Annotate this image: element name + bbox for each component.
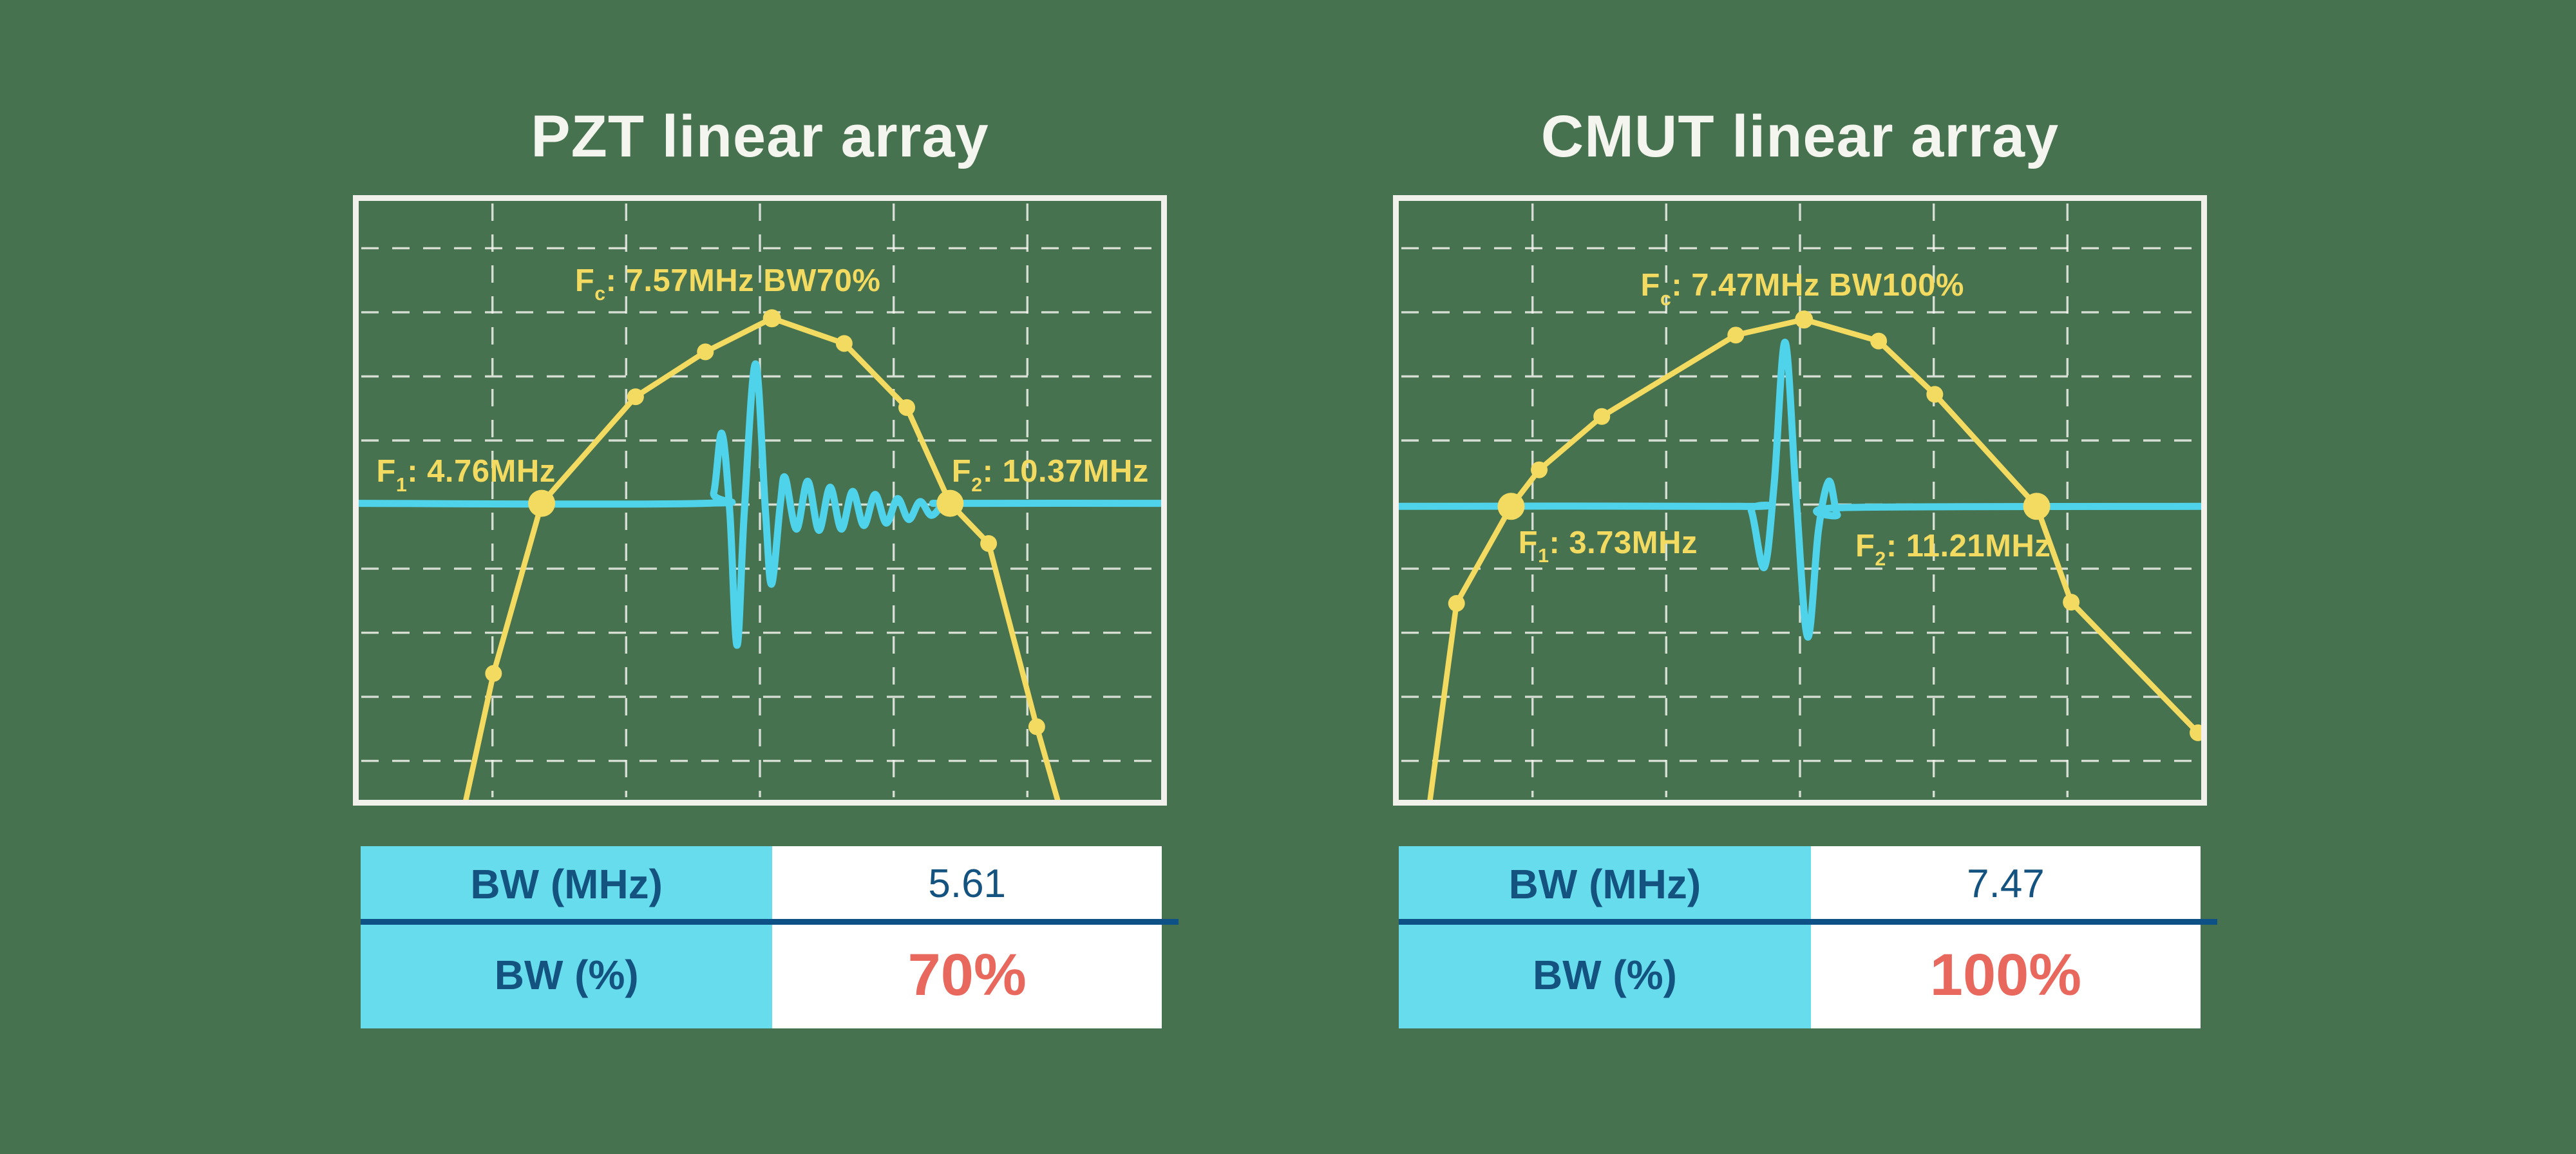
cmut-fc-annotation: Fc: 7.47MHz BW100% xyxy=(1640,267,1964,308)
cmut-f2-annotation: F2: 11.21MHz xyxy=(1855,528,2051,569)
pzt-fc-annotation: Fc: 7.57MHz BW70% xyxy=(574,263,881,304)
plot-border xyxy=(353,195,1167,806)
f1-label-sub: 1 xyxy=(395,473,408,496)
grid-lines xyxy=(1401,203,2199,797)
cmut-f1-annotation: F1: 3.73MHz xyxy=(1518,525,1698,566)
pzt-panel-title: PZT linear array xyxy=(531,103,989,169)
bw-pct-header-cell: BW (%) xyxy=(361,922,773,1028)
plot-border xyxy=(1393,195,2207,806)
pulse-waveform xyxy=(357,360,1165,649)
cmut-chart-svg xyxy=(1393,195,2207,806)
table-divider-line xyxy=(361,919,1179,925)
fc-label-value: : 7.57MHz BW70% xyxy=(605,263,881,298)
spectrum-data-points xyxy=(1448,310,2207,741)
table-row: BW (MHz) 5.61 xyxy=(361,846,1162,922)
f2-label-prefix: F xyxy=(1855,528,1875,563)
f1-label-prefix: F xyxy=(376,454,396,489)
bw-mhz-header-cell: BW (MHz) xyxy=(1399,846,1811,922)
pzt-f1-annotation: F1: 4.76MHz xyxy=(376,453,556,495)
pzt-f2-annotation: F2: 10.37MHz xyxy=(951,453,1149,495)
bw-pct-value-cell: 100% xyxy=(1810,922,2201,1028)
table-row: BW (%) 70% xyxy=(361,922,1162,1028)
spectrum-data-points xyxy=(485,309,1045,735)
f1-label-value: : 4.76MHz xyxy=(407,454,556,489)
bw-mhz-header-cell: BW (MHz) xyxy=(361,846,773,922)
bw-pct-value-cell: 70% xyxy=(772,922,1162,1028)
f2-label-sub: 2 xyxy=(971,473,983,496)
fc-label-prefix: F xyxy=(574,263,595,298)
bw-mhz-value-cell: 7.47 xyxy=(1810,846,2201,922)
fc-label-value: : 7.47MHz BW100% xyxy=(1671,268,1964,303)
spectrum-curve xyxy=(462,316,1062,804)
pzt-bw-table: BW (MHz) 5.61 BW (%) 70% xyxy=(361,846,1179,1028)
bw-pct-header-cell: BW (%) xyxy=(1399,922,1811,1028)
pulse-waveform xyxy=(1397,338,2205,641)
table-row: BW (MHz) 7.47 xyxy=(1399,846,2201,922)
table-divider-line xyxy=(1399,919,2217,925)
f1-label-prefix: F xyxy=(1518,525,1539,561)
spectrum-curve xyxy=(1426,316,2201,804)
cmut-spectrum-chart: Fc: 7.47MHz BW100% F1: 3.73MHz F2: 11.21… xyxy=(1393,195,2207,806)
pzt-chart-svg xyxy=(353,195,1167,806)
f2-label-prefix: F xyxy=(951,454,972,489)
fc-label-sub: c xyxy=(1660,287,1672,310)
pzt-spectrum-chart: Fc: 7.57MHz BW70% F1: 4.76MHz F2: 10.37M… xyxy=(353,195,1167,806)
f1-label-value: : 3.73MHz xyxy=(1549,525,1698,561)
f1-label-sub: 1 xyxy=(1538,545,1549,567)
fc-label-prefix: F xyxy=(1640,268,1660,303)
f2-label-value: : 10.37MHz xyxy=(982,454,1149,489)
fc-label-sub: c xyxy=(594,283,606,305)
cmut-bw-table: BW (MHz) 7.47 BW (%) 100% xyxy=(1399,846,2217,1028)
f2-label-value: : 11.21MHz xyxy=(1886,528,2051,563)
table-row: BW (%) 100% xyxy=(1399,922,2201,1028)
bw-mhz-value-cell: 5.61 xyxy=(772,846,1162,922)
cmut-panel-title: CMUT linear array xyxy=(1540,103,2060,169)
f2-label-sub: 2 xyxy=(1875,548,1886,571)
